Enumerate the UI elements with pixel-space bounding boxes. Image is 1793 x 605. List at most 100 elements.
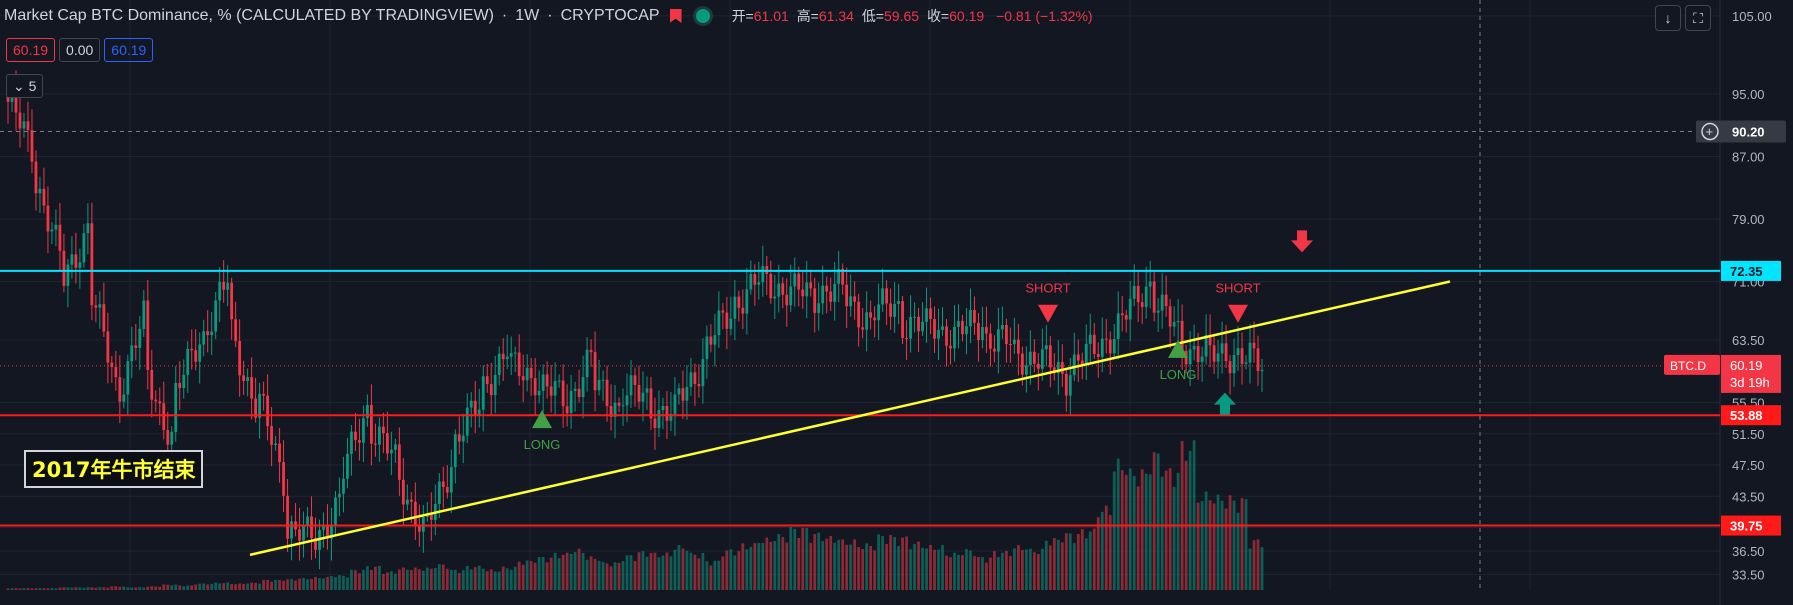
- volume-bar: [1052, 538, 1056, 590]
- candle-body: [641, 392, 645, 402]
- chevron-down-icon: ⌄: [13, 78, 25, 94]
- flag-icon[interactable]: [669, 9, 682, 23]
- candle-body: [1212, 345, 1216, 362]
- indicators-collapse-button[interactable]: ⌄ 5: [6, 74, 44, 98]
- candle-body: [46, 205, 50, 232]
- candle-body: [286, 495, 289, 539]
- volume-bar: [737, 551, 741, 590]
- volume-bar: [509, 569, 513, 590]
- symbol-title[interactable]: Market Cap BTC Dominance, % (CALCULATED …: [4, 7, 494, 24]
- volume-bar: [449, 569, 453, 590]
- fullscreen-button[interactable]: ⛶: [1685, 5, 1711, 31]
- candle: [949, 330, 952, 365]
- volume-bar: [701, 552, 705, 590]
- volume-bar: [126, 587, 130, 590]
- candle: [1260, 359, 1264, 393]
- candle: [617, 397, 621, 413]
- candle: [685, 365, 689, 420]
- candle-body: [813, 288, 817, 313]
- candle-body: [74, 254, 78, 268]
- candle: [401, 457, 405, 526]
- level-label: 72.35: [1730, 264, 1763, 279]
- volume-bar: [226, 582, 230, 590]
- candle-body: [358, 440, 361, 443]
- interval-label[interactable]: 1W: [515, 7, 540, 24]
- candle: [118, 355, 122, 424]
- candle: [1072, 332, 1076, 382]
- volume-bar: [202, 583, 206, 590]
- candle: [218, 267, 222, 323]
- candle: [745, 267, 749, 335]
- volume-bar: [545, 562, 549, 590]
- volume-bar: [833, 542, 837, 590]
- buy-price-button[interactable]: 60.19: [104, 38, 154, 62]
- candle: [142, 290, 146, 337]
- candle-body: [545, 374, 549, 387]
- candle: [322, 512, 325, 548]
- volume-bar: [30, 588, 34, 590]
- volume-bar: [693, 554, 697, 590]
- volume-bar: [1032, 552, 1036, 590]
- candle-body: [1224, 343, 1228, 362]
- candle-body: [385, 433, 389, 454]
- candle: [917, 307, 920, 353]
- volume-bar: [821, 541, 825, 590]
- scroll-down-button[interactable]: ↓: [1655, 5, 1681, 31]
- candle: [202, 319, 206, 357]
- volume-bar: [949, 557, 952, 590]
- candle: [1192, 324, 1196, 361]
- candle-body: [1164, 294, 1168, 307]
- candle: [905, 320, 908, 360]
- volume-bar: [1044, 540, 1048, 590]
- volume-bar: [1092, 528, 1096, 590]
- volume-bar: [625, 555, 629, 590]
- candle-body: [441, 481, 445, 488]
- volume-bar: [837, 539, 841, 590]
- candle-body: [653, 418, 657, 429]
- candle: [929, 297, 932, 334]
- volume-bar: [645, 556, 649, 590]
- candle: [282, 440, 285, 512]
- candle: [1124, 309, 1128, 333]
- annotation-box[interactable]: 2017年牛市结束: [24, 450, 204, 488]
- candle: [845, 267, 849, 329]
- candle-body: [362, 418, 365, 443]
- sell-price-button[interactable]: 60.19: [6, 38, 56, 62]
- volume-bar: [74, 587, 78, 590]
- candle: [973, 296, 976, 335]
- candle: [589, 339, 593, 367]
- candle-body: [194, 350, 198, 362]
- volume-bar: [18, 588, 22, 590]
- candle: [1112, 323, 1116, 360]
- candle: [194, 329, 198, 371]
- candle: [1180, 304, 1184, 370]
- volume-bar: [310, 578, 313, 590]
- volume-bar: [609, 566, 613, 590]
- volume-bar: [757, 543, 761, 590]
- volume-bar: [1180, 441, 1184, 590]
- candle-body: [945, 326, 948, 346]
- volume-bar: [697, 558, 701, 590]
- candle: [290, 515, 293, 561]
- candle-body: [78, 262, 82, 268]
- candle-body: [138, 328, 142, 348]
- candle-body: [737, 296, 741, 308]
- candle-body: [162, 403, 166, 430]
- volume-bar: [358, 573, 361, 590]
- candle-body: [290, 521, 293, 539]
- candle-body: [973, 310, 976, 323]
- candle-body: [497, 353, 501, 375]
- candle-body: [14, 92, 18, 113]
- candle: [1228, 355, 1232, 395]
- candle: [893, 282, 896, 334]
- volume-bar: [1260, 547, 1264, 590]
- volume-bar: [429, 568, 433, 590]
- candle-body: [206, 331, 210, 336]
- candle-body: [465, 407, 469, 436]
- candle-body: [521, 376, 525, 381]
- ohlc-values: 开=61.01 高=61.34 低=59.65 收=60.19 −0.81 (−…: [731, 8, 1093, 24]
- candle-body: [897, 301, 900, 304]
- candle-body: [581, 377, 585, 398]
- candle-body: [449, 467, 453, 493]
